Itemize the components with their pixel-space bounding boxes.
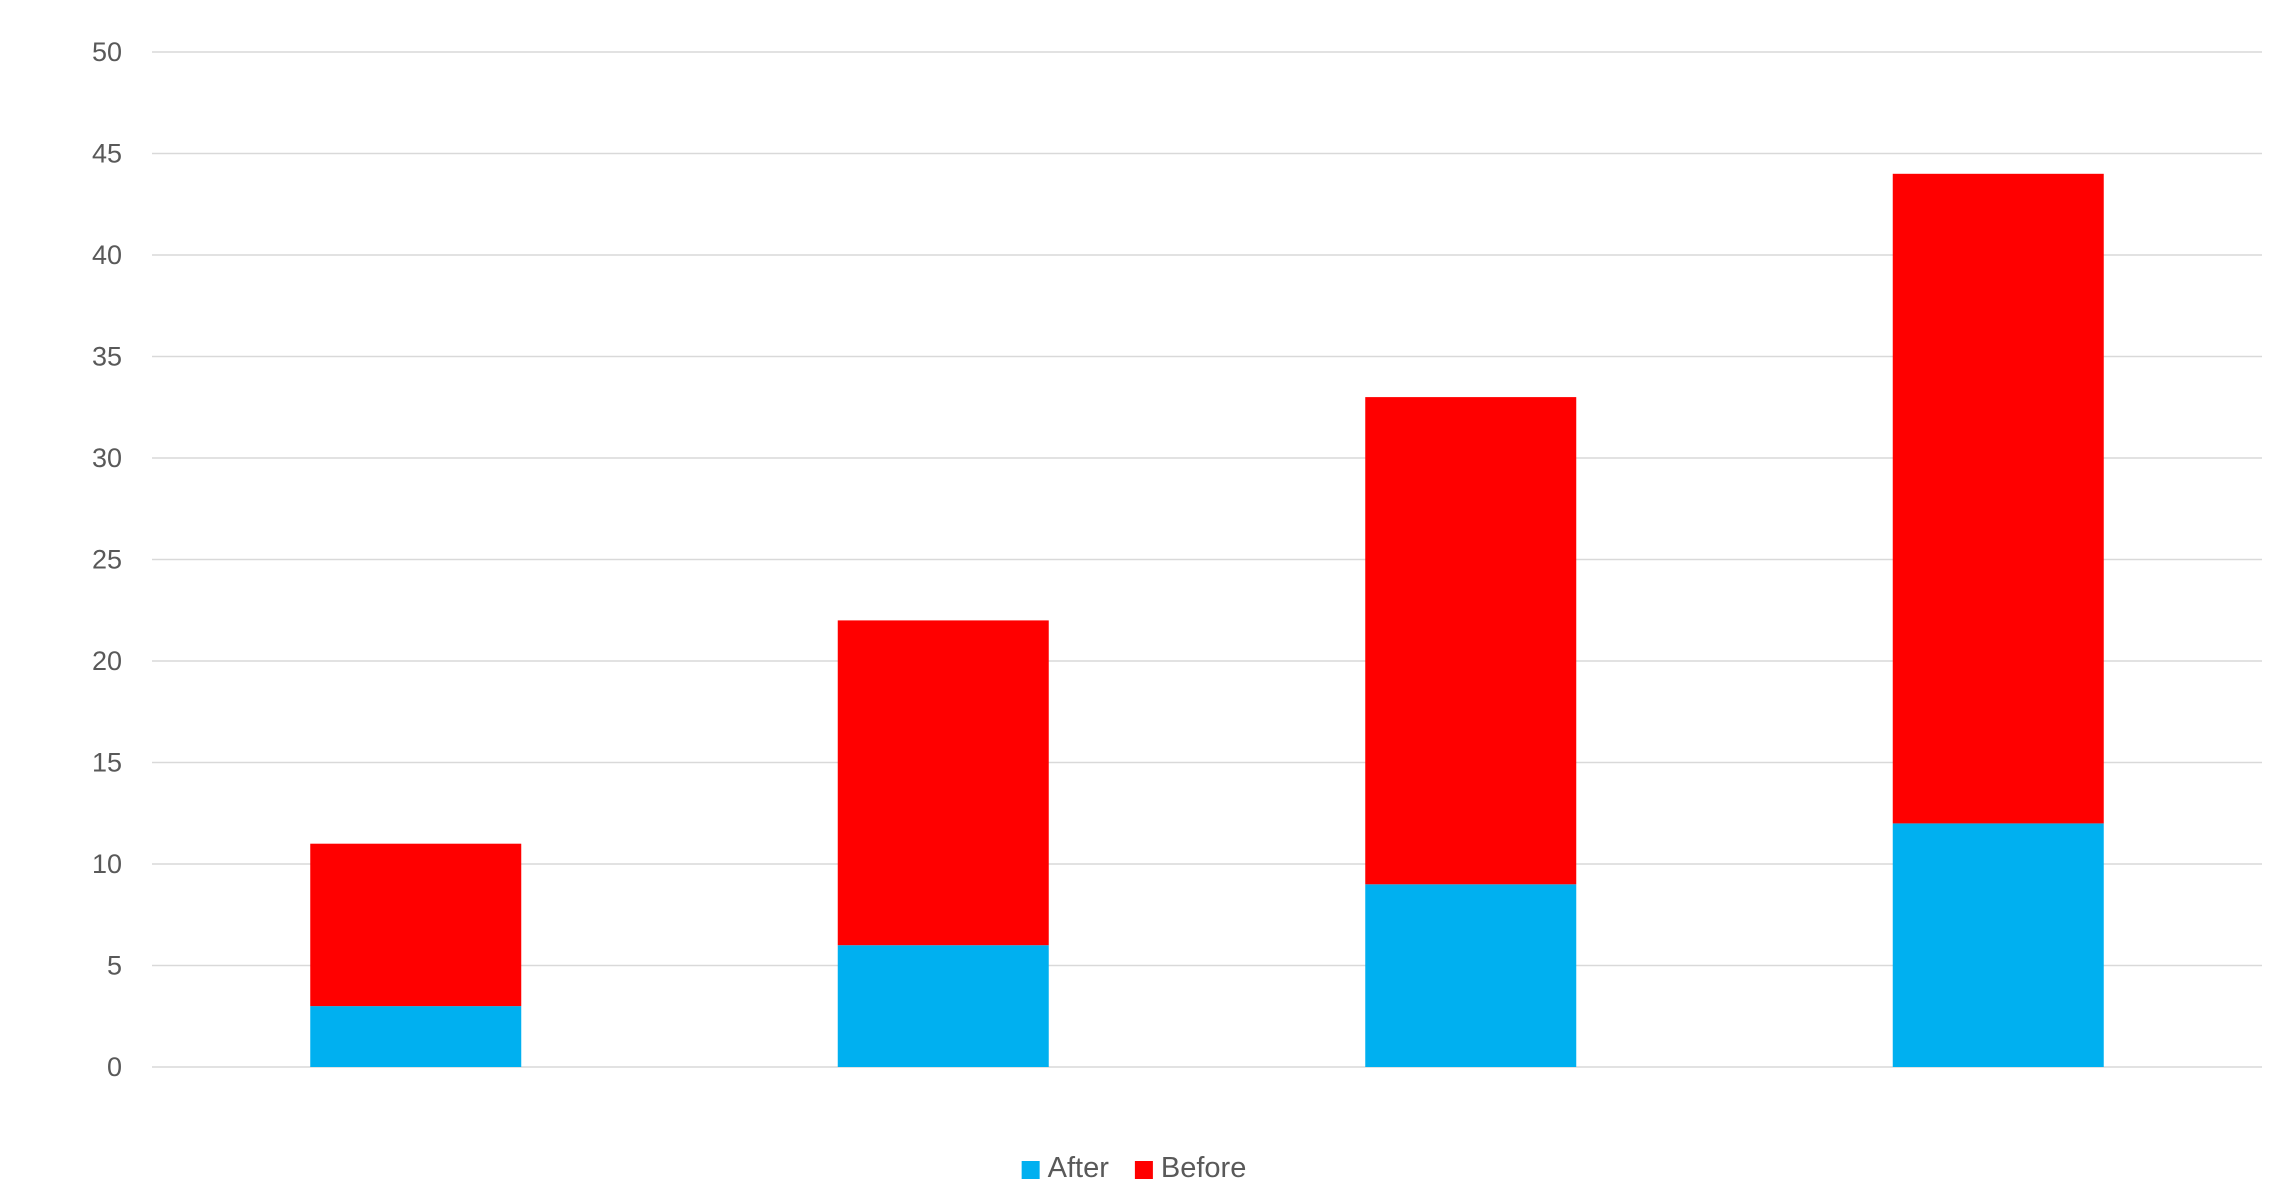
legend-item-after: After bbox=[1021, 1152, 1110, 1184]
y-axis-tick-labels: 0 5 10 15 20 25 30 35 40 45 50 bbox=[92, 37, 122, 1082]
y-tick-label-25: 25 bbox=[92, 545, 122, 575]
legend-label-before: Before bbox=[1161, 1152, 1246, 1184]
bar-after-2 bbox=[837, 945, 1049, 1067]
y-tick-label-50: 50 bbox=[92, 37, 122, 67]
legend-swatch-before bbox=[1134, 1161, 1153, 1179]
y-tick-label-40: 40 bbox=[92, 240, 122, 270]
y-tick-label-45: 45 bbox=[92, 139, 122, 169]
legend-swatch-after bbox=[1021, 1161, 1040, 1179]
legend: After Before bbox=[1021, 1152, 1246, 1184]
bars bbox=[310, 173, 2104, 1067]
legend-item-before: Before bbox=[1134, 1152, 1246, 1184]
bar-after-1 bbox=[310, 1006, 522, 1067]
bar-before-1 bbox=[310, 843, 522, 1007]
y-tick-label-30: 30 bbox=[92, 443, 122, 473]
bar-before-3 bbox=[1365, 397, 1577, 885]
y-tick-label-15: 15 bbox=[92, 748, 122, 778]
bar-after-4 bbox=[1892, 823, 2104, 1067]
y-tick-label-20: 20 bbox=[92, 646, 122, 676]
bar-before-4 bbox=[1892, 173, 2104, 824]
y-tick-label-35: 35 bbox=[92, 342, 122, 372]
y-tick-label-5: 5 bbox=[107, 951, 122, 981]
bar-after-3 bbox=[1365, 884, 1577, 1067]
y-tick-label-0: 0 bbox=[107, 1052, 122, 1082]
bar-before-2 bbox=[837, 620, 1049, 946]
legend-label-after: After bbox=[1048, 1152, 1110, 1184]
y-tick-label-10: 10 bbox=[92, 849, 122, 879]
